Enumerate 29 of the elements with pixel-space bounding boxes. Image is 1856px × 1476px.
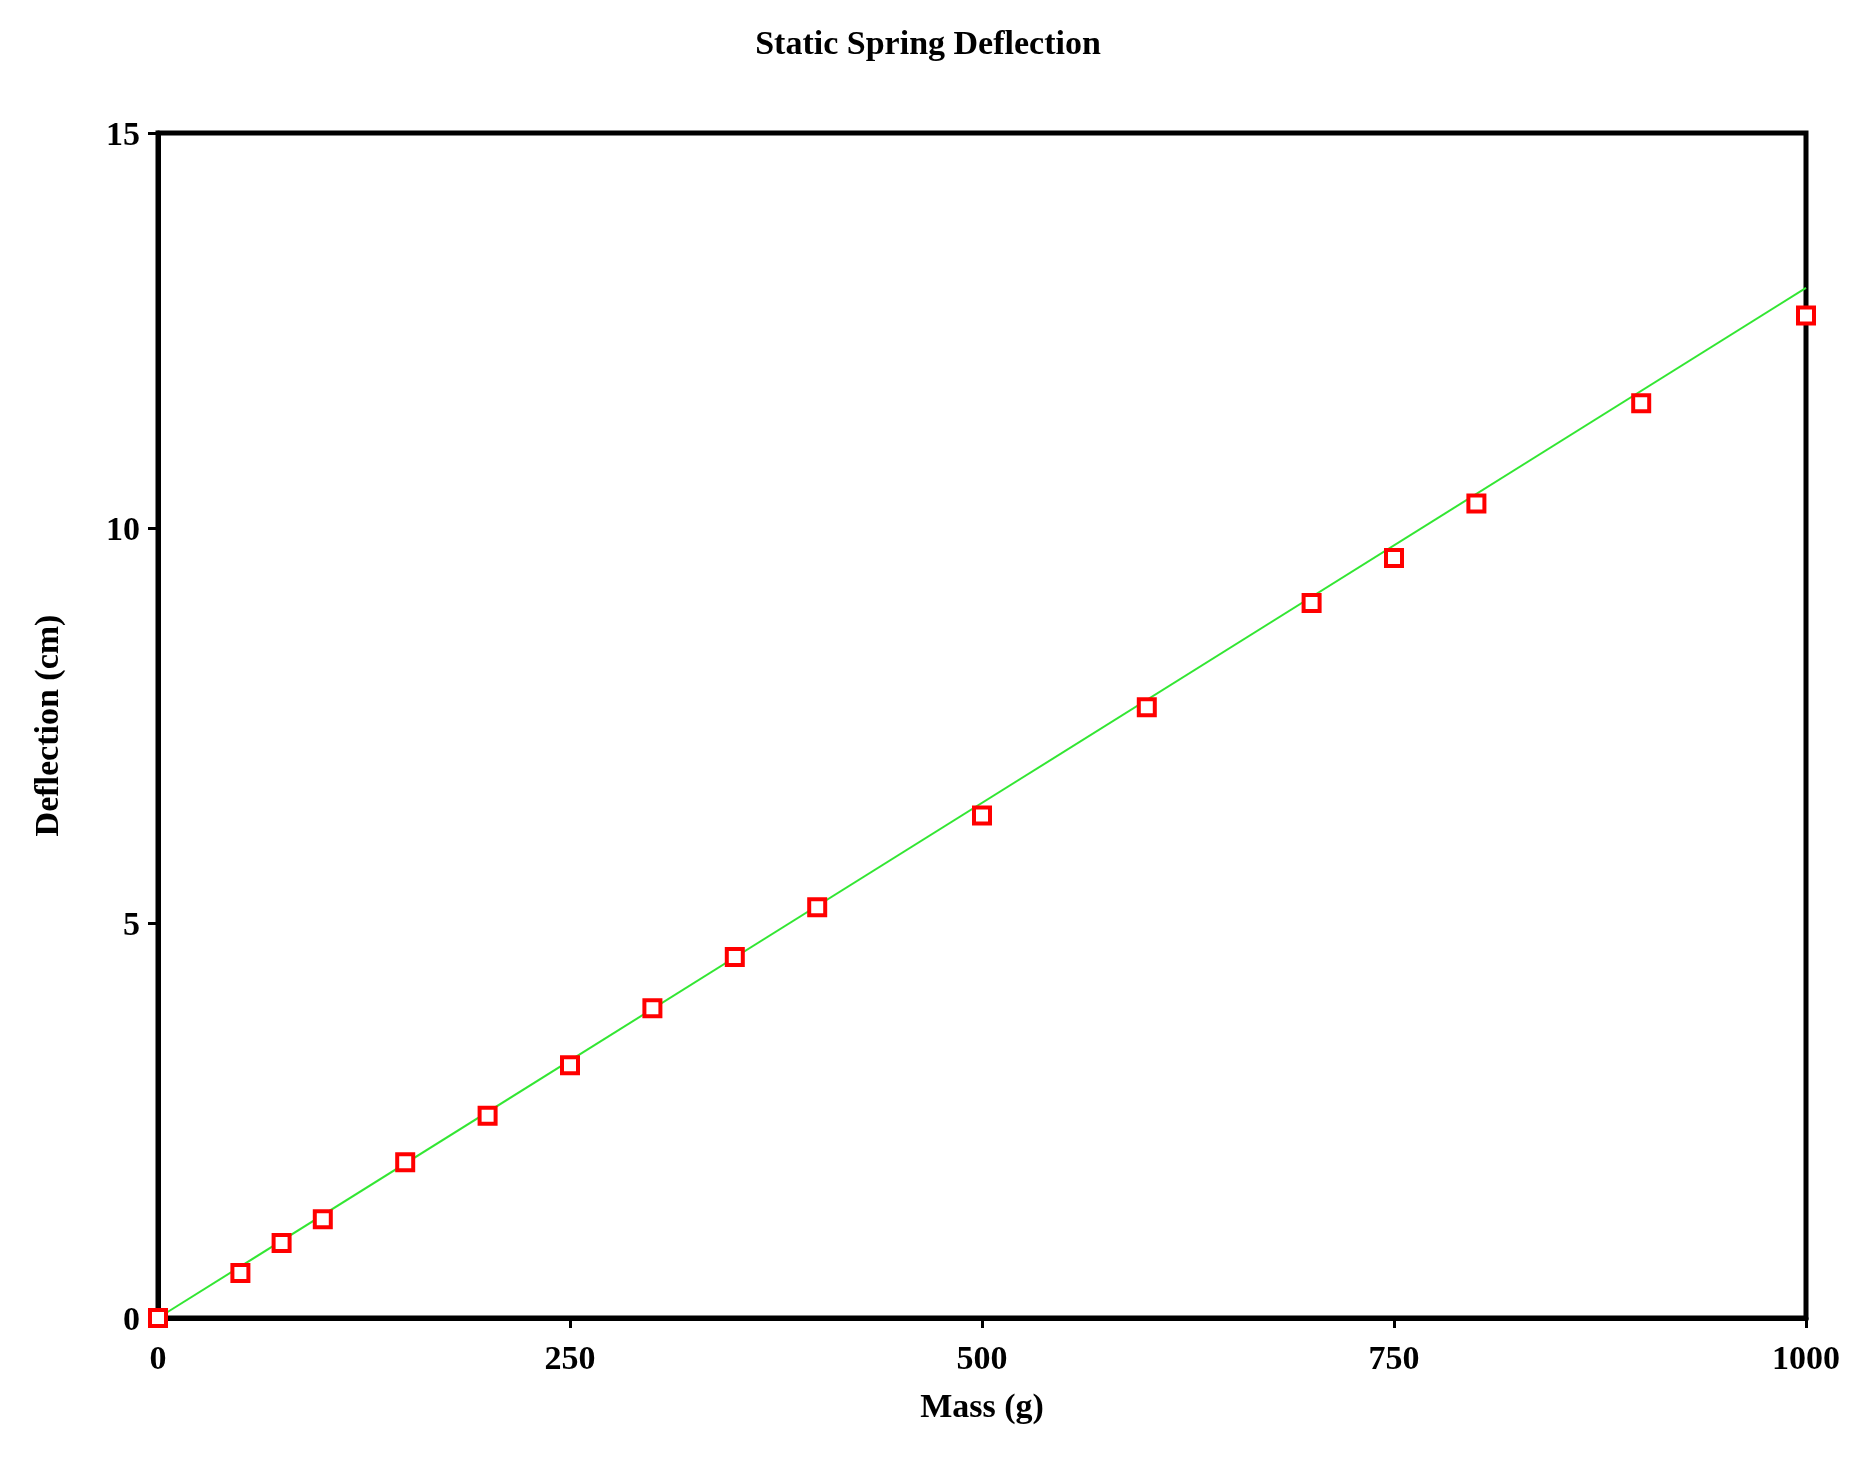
point bbox=[807, 897, 828, 918]
point bbox=[1796, 305, 1816, 326]
y-tick-label: 5 bbox=[123, 904, 140, 942]
x-tick-label: 1000 bbox=[1772, 1338, 1840, 1376]
y-tick-label: 10 bbox=[106, 509, 140, 547]
point bbox=[560, 1055, 580, 1076]
x-tick-label: 750 bbox=[1368, 1338, 1420, 1376]
point bbox=[724, 946, 745, 967]
point bbox=[271, 1232, 292, 1253]
y-tick-label: 15 bbox=[106, 114, 140, 152]
point bbox=[148, 1308, 168, 1328]
point bbox=[642, 998, 663, 1019]
point bbox=[972, 805, 992, 826]
point bbox=[230, 1262, 251, 1283]
x-tick-label: 500 bbox=[956, 1338, 1008, 1376]
chart-title: Static Spring Deflection bbox=[755, 23, 1101, 61]
x-tick-label: 0 bbox=[149, 1338, 167, 1376]
y-tick-label: 0 bbox=[123, 1299, 140, 1337]
point bbox=[477, 1105, 498, 1126]
y-axis-title: Deflection (cm) bbox=[27, 614, 66, 837]
point bbox=[1384, 548, 1404, 569]
point bbox=[395, 1152, 416, 1173]
point bbox=[1136, 697, 1157, 718]
point bbox=[1301, 593, 1322, 614]
x-tick-label: 250 bbox=[544, 1338, 596, 1376]
point bbox=[1466, 493, 1487, 514]
point bbox=[1631, 393, 1652, 414]
point bbox=[312, 1209, 333, 1230]
x-axis-title: Mass (g) bbox=[920, 1386, 1044, 1425]
